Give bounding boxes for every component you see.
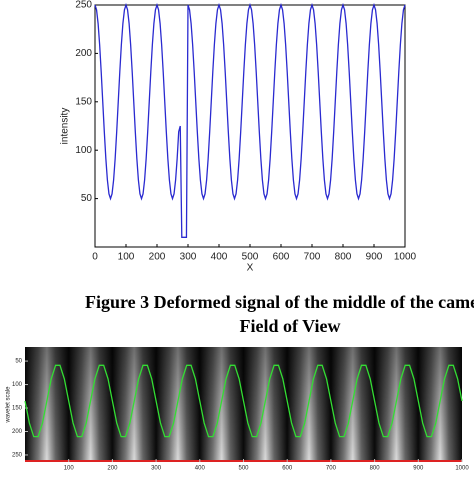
y-axis-label: intensity bbox=[60, 108, 71, 145]
x-tick-label: 200 bbox=[149, 252, 166, 263]
x-tick-label: 1000 bbox=[455, 466, 469, 472]
signal-line bbox=[94, 2, 406, 238]
x-tick-label: 800 bbox=[335, 252, 352, 263]
caption-line: Field of View bbox=[240, 316, 341, 336]
y-tick-label: 200 bbox=[75, 48, 92, 59]
y-axis-label: wavelet scale bbox=[6, 386, 12, 424]
plot-frame bbox=[94, 4, 406, 248]
x-tick-label: 300 bbox=[180, 252, 197, 263]
x-tick-label: 0 bbox=[92, 252, 98, 263]
y-tick-label: 100 bbox=[75, 145, 92, 156]
x-tick-label: 1000 bbox=[394, 252, 417, 263]
signal-line bbox=[24, 364, 463, 438]
y-tick-label: 100 bbox=[12, 382, 23, 388]
x-tick-label: 600 bbox=[282, 466, 293, 472]
y-tick-label: 50 bbox=[81, 193, 93, 204]
x-axis-label: X bbox=[247, 263, 254, 274]
x-tick-label: 200 bbox=[107, 466, 118, 472]
y-tick-label: 250 bbox=[75, 0, 92, 11]
x-tick-label: 500 bbox=[242, 252, 259, 263]
y-tick-label: 50 bbox=[15, 359, 22, 365]
x-tick-label: 900 bbox=[413, 466, 424, 472]
x-tick-label: 900 bbox=[366, 252, 383, 263]
x-tick-label: 700 bbox=[326, 466, 337, 472]
x-tick-label: 500 bbox=[238, 466, 249, 472]
caption-line: Figure 3 Deformed signal of the middle o… bbox=[85, 292, 474, 312]
y-tick-label: 150 bbox=[75, 96, 92, 107]
x-tick-label: 600 bbox=[273, 252, 290, 263]
x-tick-label: 700 bbox=[304, 252, 321, 263]
x-tick-label: 100 bbox=[64, 466, 75, 472]
x-tick-label: 400 bbox=[211, 252, 228, 263]
x-tick-label: 800 bbox=[370, 466, 381, 472]
y-tick-label: 200 bbox=[12, 429, 23, 435]
y-tick-label: 150 bbox=[12, 406, 23, 412]
y-tick-label: 250 bbox=[12, 453, 23, 459]
x-tick-label: 300 bbox=[151, 466, 162, 472]
x-tick-label: 400 bbox=[195, 466, 206, 472]
scalogram-shade bbox=[25, 347, 462, 462]
x-tick-label: 100 bbox=[118, 252, 135, 263]
